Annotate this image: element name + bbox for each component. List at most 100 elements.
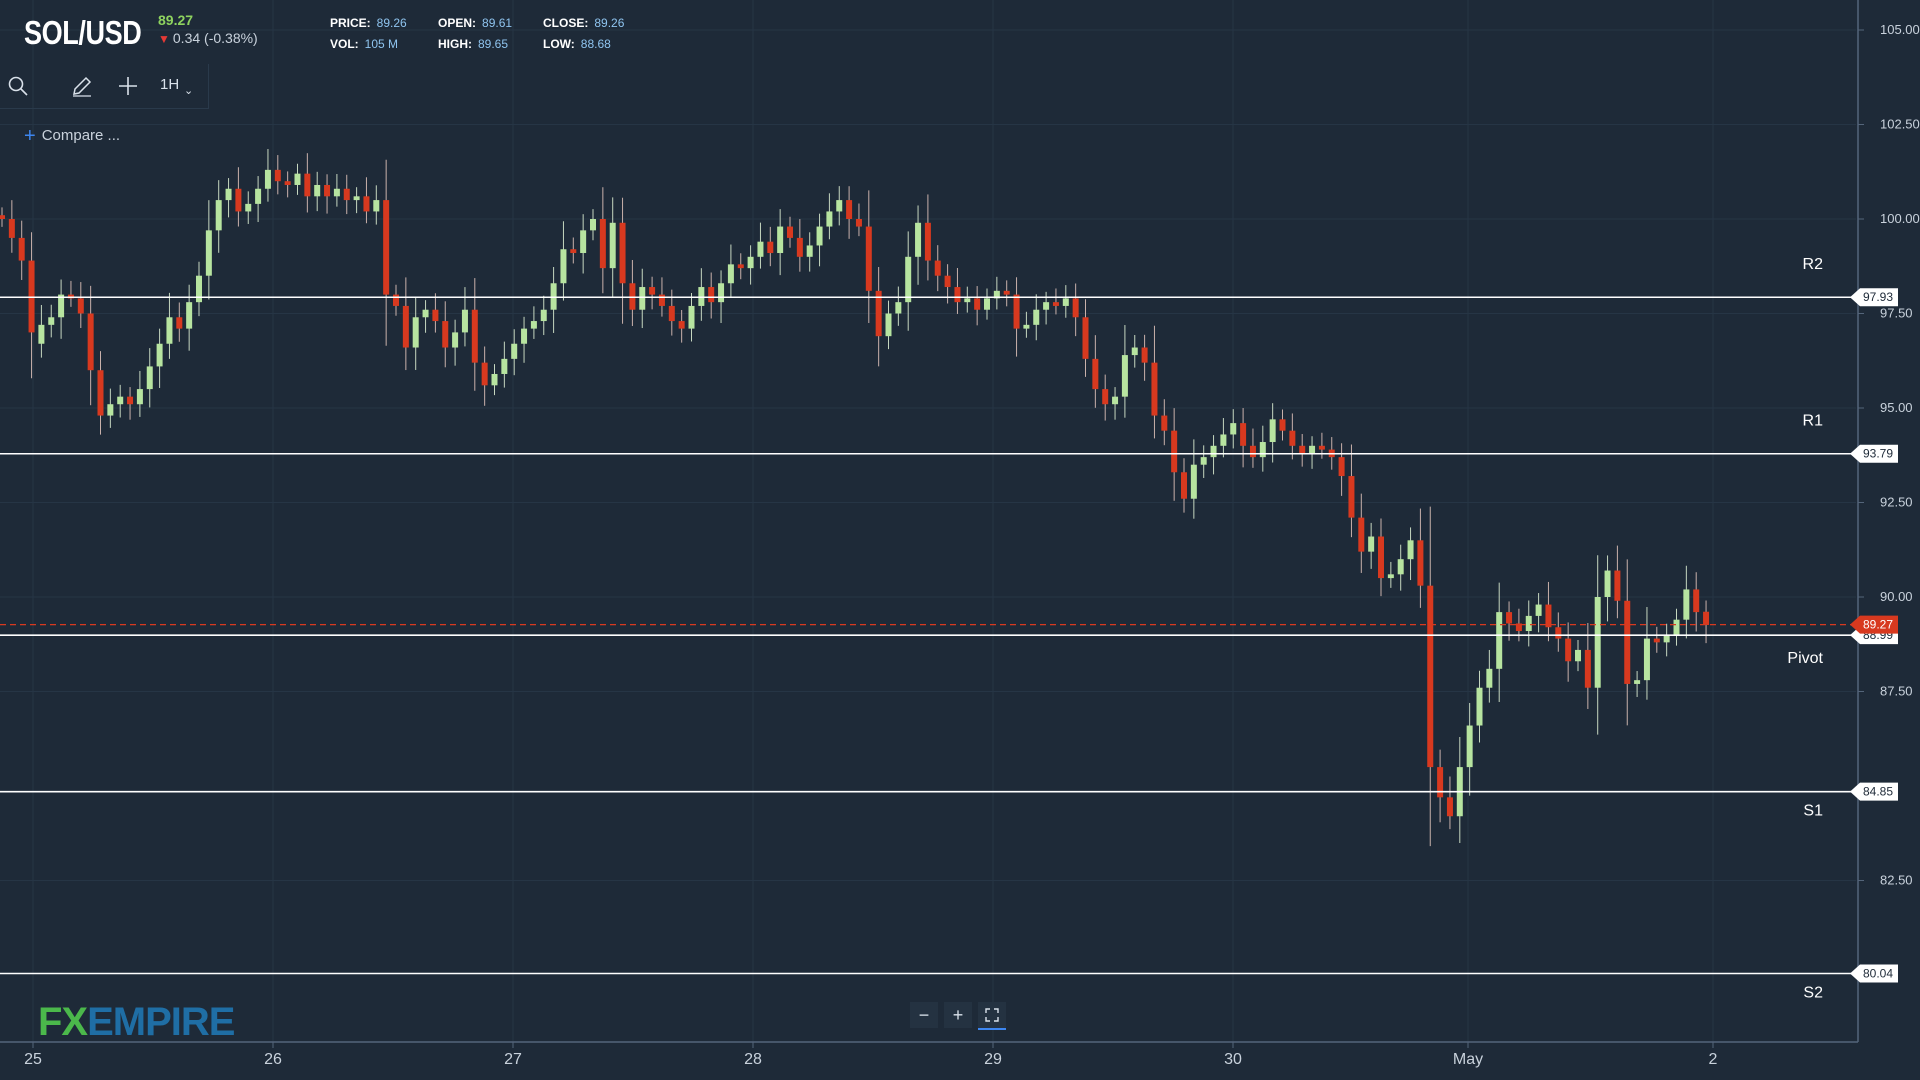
candle (491, 364, 498, 396)
candle (934, 245, 941, 292)
candle-body (1427, 585, 1434, 768)
candle (166, 292, 173, 359)
candle-body (402, 305, 409, 348)
candle-body (491, 373, 498, 386)
candle (511, 329, 518, 376)
x-tick-label: 28 (744, 1051, 762, 1068)
candle (363, 177, 370, 224)
candle (1653, 626, 1660, 653)
candle-body (1466, 725, 1473, 768)
candle (727, 244, 734, 298)
candle (501, 341, 508, 388)
candle-body (1368, 536, 1375, 552)
candle (393, 284, 399, 316)
candle-body (1437, 767, 1444, 798)
candle (816, 213, 823, 267)
candle-body (284, 181, 291, 185)
level-name: S2 (1803, 984, 1823, 1001)
candle-body (1151, 362, 1158, 416)
candle-body (846, 200, 853, 219)
candle (639, 268, 646, 329)
candle-body (363, 196, 370, 212)
candle-body (1555, 627, 1562, 639)
candle (708, 272, 715, 319)
candle (688, 293, 695, 342)
crosshair-icon[interactable] (114, 72, 142, 100)
candle (1427, 506, 1434, 847)
candle-body (1683, 589, 1690, 620)
candle (1309, 436, 1316, 469)
candle-body (1663, 634, 1670, 643)
candle-body (166, 317, 173, 344)
candle-body (422, 309, 429, 318)
zoom-out-icon[interactable]: − (910, 1002, 938, 1028)
candle (117, 384, 124, 418)
candle (560, 221, 567, 301)
y-tick-label: 87.50 (1880, 684, 1913, 699)
candle (1181, 458, 1187, 513)
candle-body (1141, 347, 1148, 363)
candle-body (974, 298, 981, 310)
arrow-down-icon: ▼ (158, 32, 170, 46)
candle-body (1043, 302, 1050, 310)
candle-body (1092, 358, 1099, 390)
candle (442, 301, 449, 368)
candle (353, 187, 360, 214)
candle (1663, 623, 1670, 657)
candle-body (954, 287, 961, 303)
price-change: ▼ 0.34 (-0.38%) (158, 30, 258, 46)
candle (471, 278, 478, 391)
candle (1023, 311, 1030, 338)
zoom-in-icon[interactable]: + (944, 1002, 972, 1028)
candle (314, 171, 321, 212)
candle-body (521, 328, 528, 344)
candle-body (412, 317, 419, 348)
candle-body (599, 219, 606, 269)
candle-body (324, 184, 331, 197)
candle (905, 231, 912, 331)
candle (1052, 288, 1059, 315)
candle-body (205, 230, 212, 276)
candle (235, 167, 242, 227)
candle (1565, 622, 1572, 682)
candle (1013, 277, 1020, 357)
candle-body (1171, 430, 1178, 473)
candle (1604, 555, 1611, 622)
candle-body (304, 173, 311, 197)
candle (993, 276, 1000, 310)
candle-body (442, 321, 449, 348)
candle (590, 209, 596, 241)
level-s1: S1 84.85 (0, 782, 1898, 820)
candle-body (245, 203, 252, 212)
x-tick-label: 25 (24, 1051, 42, 1068)
compare-button[interactable]: + Compare ... (24, 125, 120, 148)
compare-label: Compare ... (41, 127, 121, 144)
candle-body (501, 358, 508, 374)
candle (1033, 294, 1040, 341)
y-tick-label: 97.50 (1880, 306, 1913, 321)
candle-body (1703, 611, 1710, 625)
candle (186, 284, 193, 351)
candle (1417, 508, 1424, 608)
candle (1456, 736, 1463, 844)
chevron-down-icon[interactable]: ⌄ (184, 85, 194, 97)
candle (1535, 593, 1542, 633)
fit-screen-icon[interactable] (978, 1002, 1006, 1030)
candle (1348, 444, 1355, 538)
interval-selector[interactable]: 1H (160, 76, 180, 93)
search-icon[interactable] (4, 72, 32, 100)
pencil-icon[interactable] (68, 72, 96, 100)
candle-body (136, 389, 143, 405)
stat-vol: VOL: 105 M (330, 37, 399, 51)
candle-body (1673, 619, 1680, 635)
candle (1476, 670, 1483, 743)
candle (1240, 408, 1247, 468)
candle (1496, 582, 1503, 702)
y-axis: 105.00 102.50 100.00 97.50 95.00 92.50 90.00 87… (1857, 0, 1920, 1042)
candle-body (117, 396, 124, 405)
candle (1525, 600, 1532, 647)
stat-price: PRICE: 89.26 (330, 16, 407, 30)
candle (570, 237, 577, 264)
